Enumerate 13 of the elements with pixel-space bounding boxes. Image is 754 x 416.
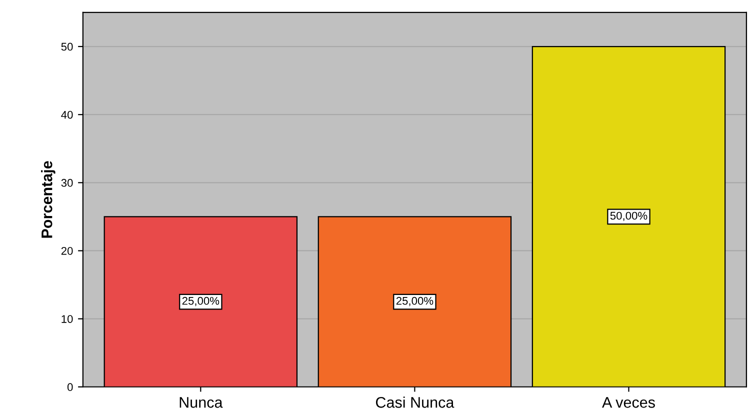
y-tick-label: 0 xyxy=(67,383,73,392)
x-tick-label: A veces xyxy=(602,397,655,408)
data-label: 25,00% xyxy=(396,296,434,306)
data-label: 50,00% xyxy=(610,212,648,221)
y-tick-label: 30 xyxy=(61,178,73,187)
x-tick-label: Nunca xyxy=(180,397,223,408)
y-tick-label: 40 xyxy=(61,110,73,119)
y-tick-label: 20 xyxy=(61,247,73,255)
y-tick-label: 10 xyxy=(62,315,73,323)
y-tick-label: 50 xyxy=(61,42,73,51)
y-axis-title: Porcentaje xyxy=(41,161,56,238)
x-tick-label: Casi Nunca xyxy=(376,396,454,408)
data-label: 25,00% xyxy=(182,296,220,306)
